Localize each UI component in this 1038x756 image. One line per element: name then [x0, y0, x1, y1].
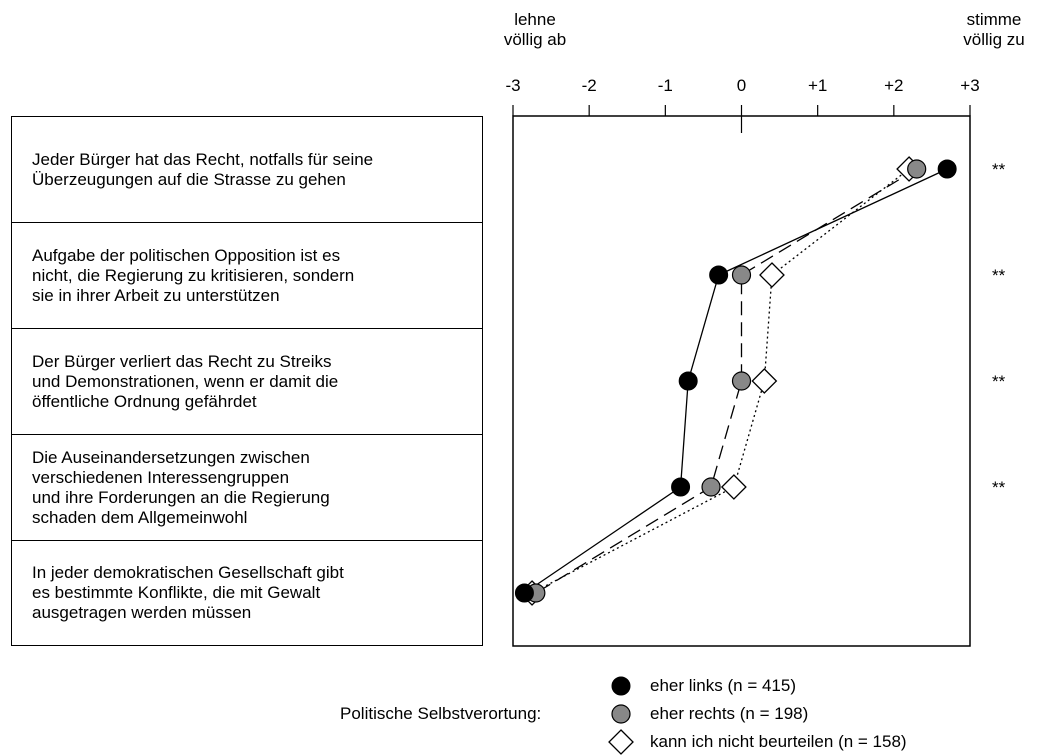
- data-point: [731, 371, 752, 391]
- statement-row: Die Auseinandersetzungen zwischen versch…: [11, 434, 483, 540]
- data-point: [907, 159, 927, 179]
- legend-label-rechts: eher rechts (n = 198): [650, 704, 809, 723]
- statement-text: Jeder Bürger hat das Recht, notfalls für…: [32, 149, 374, 189]
- x-tick-label: +1: [808, 76, 827, 95]
- data-point: [731, 265, 752, 285]
- legend-marker-links: [611, 676, 631, 696]
- axis-right-end-label: stimme völlig zu: [963, 10, 1025, 49]
- statement-row: In jeder demokratischen Gesellschaft gib…: [11, 540, 483, 646]
- significance-marker: **: [992, 478, 1006, 497]
- legend-marker-rechts: [611, 704, 631, 724]
- statement-text: Der Bürger verliert das Recht zu Streiks…: [32, 351, 339, 411]
- significance-marker: **: [992, 266, 1006, 285]
- series-line: [535, 168, 918, 594]
- statement-text: Aufgabe der politischen Opposition ist e…: [32, 245, 355, 305]
- statement-row: Der Bürger verliert das Recht zu Streiks…: [11, 328, 483, 434]
- statement-text: Die Auseinandersetzungen zwischen versch…: [32, 447, 330, 527]
- x-tick-label: +2: [884, 76, 903, 95]
- statement-row: Jeder Bürger hat das Recht, notfalls für…: [11, 116, 483, 222]
- statement-row: Aufgabe der politischen Opposition ist e…: [11, 222, 483, 328]
- axis-left-end-label: lehne völlig ab: [503, 10, 567, 49]
- data-point: [937, 159, 957, 179]
- legend-title: Politische Selbstverortung:: [340, 704, 542, 723]
- significance-marker: **: [992, 160, 1006, 179]
- data-point: [701, 477, 721, 497]
- statements-table: Jeder Bürger hat das Recht, notfalls für…: [11, 116, 483, 646]
- data-point: [759, 262, 785, 288]
- data-point: [514, 583, 534, 603]
- legend-label-links: eher links (n = 415): [650, 676, 796, 695]
- legend-label-unsure: kann ich nicht beurteilen (n = 158): [650, 732, 907, 751]
- x-tick-label: 0: [737, 76, 746, 95]
- legend-marker-unsure: [608, 729, 634, 755]
- x-tick-label: -1: [658, 76, 673, 95]
- data-point: [678, 371, 698, 391]
- data-point: [751, 368, 778, 394]
- x-tick-label: -2: [582, 76, 597, 95]
- x-tick-label: -3: [505, 76, 520, 95]
- data-point: [709, 265, 729, 285]
- series-line: [531, 168, 910, 594]
- x-tick-label: +3: [960, 76, 979, 95]
- statement-text: In jeder demokratischen Gesellschaft gib…: [32, 563, 344, 622]
- data-point: [671, 477, 691, 497]
- significance-marker: **: [992, 372, 1006, 391]
- data-point: [720, 474, 747, 500]
